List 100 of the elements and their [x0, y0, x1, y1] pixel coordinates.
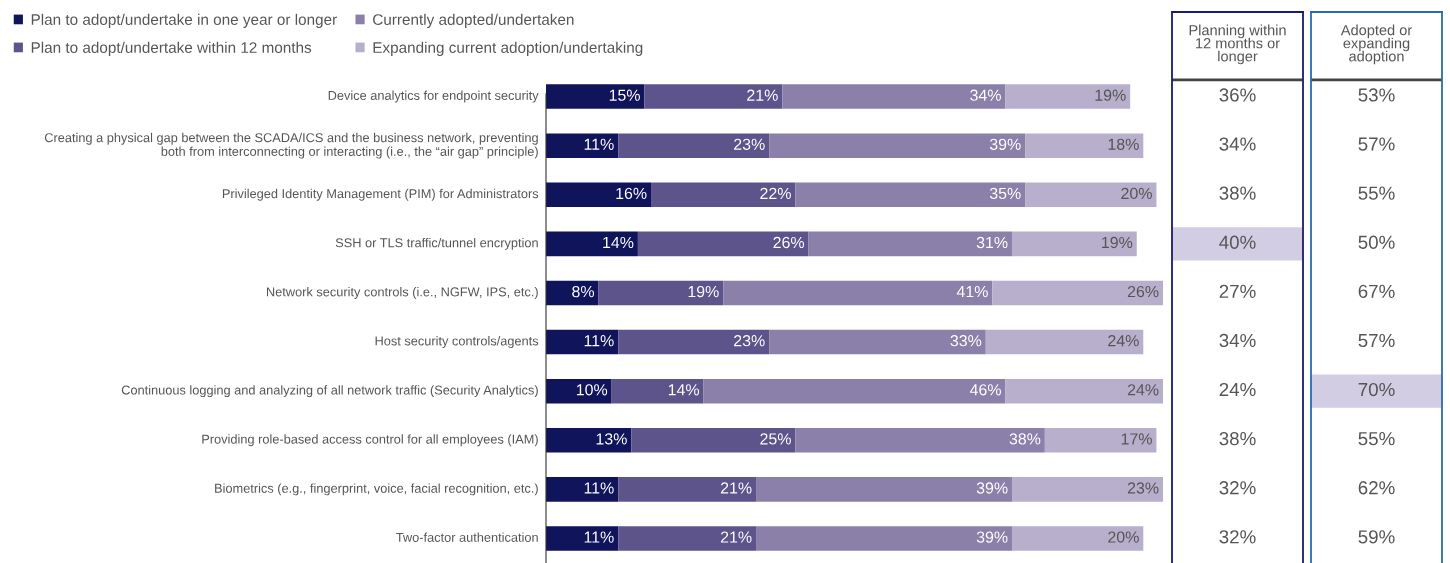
text: 53% — [1358, 88, 1395, 102]
data-label: 46% — [969, 384, 1001, 396]
legend-label: Currently adopted/undertaken — [373, 13, 574, 28]
y-tick-label: SSH or TLS traffic/tunnel encryption — [335, 237, 538, 250]
text: 32% — [1219, 481, 1256, 495]
text: 62% — [1358, 481, 1395, 495]
data-label: 22% — [760, 187, 791, 199]
y-tick-label: Host security controls/agents — [375, 336, 539, 349]
bar — [1025, 133, 1144, 158]
text: 32% — [1219, 530, 1256, 544]
text: 34% — [1219, 137, 1256, 151]
data-label: 34% — [970, 89, 1001, 101]
text: Adopted or expanding adoption — [1340, 24, 1412, 65]
data-label: 23% — [1127, 482, 1159, 494]
data-label: 11% — [584, 335, 614, 347]
text: 59% — [1358, 530, 1395, 544]
y-tick-label: Creating a physical gap between the SCADA/ICS and the business network, preventing both from interconnecting or interacting (i.e., the “air gap” principle) — [44, 132, 538, 159]
text: 55% — [1358, 432, 1395, 446]
bar — [598, 280, 724, 306]
data-label: 13% — [596, 433, 627, 445]
data-label: 39% — [976, 531, 1008, 543]
data-label: 10% — [576, 384, 608, 396]
text: 24% — [1219, 382, 1256, 397]
data-label: 15% — [609, 89, 640, 101]
data-label: 20% — [1108, 531, 1139, 543]
data-label: 20% — [1121, 187, 1152, 200]
bar — [546, 427, 632, 453]
data-label: 11% — [584, 482, 614, 494]
bar — [546, 133, 619, 158]
data-label: 8% — [572, 285, 594, 298]
data-label: 25% — [760, 433, 791, 445]
text: 67% — [1358, 284, 1395, 298]
data-label: 11% — [584, 138, 614, 150]
text: 50% — [1358, 235, 1395, 249]
bar — [808, 231, 1013, 257]
data-label: 39% — [976, 482, 1008, 494]
data-label: 26% — [1127, 285, 1159, 298]
bar — [618, 477, 757, 502]
data-label: 21% — [747, 89, 778, 101]
bar — [795, 182, 1026, 208]
bar — [618, 133, 770, 158]
bar — [756, 477, 1013, 502]
data-label: 39% — [989, 138, 1021, 150]
bar — [546, 84, 645, 109]
data-label: 31% — [976, 236, 1008, 249]
data-label: 35% — [989, 187, 1021, 200]
y-tick-label: Continuous logging and analyzing of all network traffic (Security Analytics) — [121, 385, 538, 398]
bar — [546, 329, 619, 355]
data-label: 26% — [773, 236, 805, 249]
text: 40% — [1219, 235, 1256, 249]
data-label: 21% — [720, 482, 752, 494]
bar — [1005, 378, 1163, 404]
data-label: 11% — [584, 531, 614, 543]
data-label: 19% — [1102, 236, 1133, 249]
data-label: 24% — [1108, 335, 1139, 347]
data-label: 19% — [1095, 89, 1126, 101]
bar — [546, 378, 612, 404]
bar — [703, 378, 1006, 404]
text: 38% — [1219, 432, 1256, 446]
text: 57% — [1358, 137, 1395, 151]
data-label: 19% — [688, 285, 719, 298]
y-tick-label: Two-factor authentication — [396, 532, 538, 542]
bar — [1012, 526, 1144, 551]
bar — [618, 329, 770, 355]
bar — [618, 526, 757, 551]
bar — [756, 526, 1013, 551]
bar — [782, 84, 1006, 109]
bar — [546, 182, 652, 208]
text: 70% — [1358, 382, 1395, 397]
data-label: 21% — [720, 531, 752, 543]
bar — [1005, 84, 1131, 109]
bar — [1012, 231, 1137, 257]
bar — [985, 329, 1144, 355]
y-tick-label: Network security controls (i.e., NGFW, IPS, etc.) — [267, 286, 538, 299]
bar — [546, 231, 638, 257]
bar — [611, 378, 704, 404]
data-label: 23% — [734, 138, 765, 150]
bar — [644, 84, 783, 109]
bar — [992, 280, 1163, 306]
bar — [546, 526, 619, 551]
bar — [723, 280, 993, 306]
bar — [1044, 427, 1157, 453]
legend-label: Expanding current adoption/undertaking — [373, 41, 643, 56]
data-label: 23% — [734, 335, 765, 347]
data-label: 14% — [668, 384, 700, 396]
data-label: 33% — [950, 335, 982, 347]
text: 36% — [1219, 88, 1256, 102]
y-tick-label: Device analytics for endpoint security — [328, 90, 539, 103]
data-label: 17% — [1121, 433, 1152, 445]
data-label: 41% — [956, 286, 988, 298]
data-label: 14% — [603, 236, 634, 249]
bar — [546, 280, 599, 306]
text: 55% — [1358, 186, 1395, 200]
data-label: 16% — [616, 187, 647, 200]
text: 34% — [1219, 333, 1256, 348]
bar — [1012, 477, 1163, 502]
bar — [637, 231, 809, 257]
bar — [769, 329, 986, 355]
bar — [546, 477, 619, 502]
y-tick-label: Privileged Identity Management (PIM) for Administrators — [222, 188, 539, 201]
